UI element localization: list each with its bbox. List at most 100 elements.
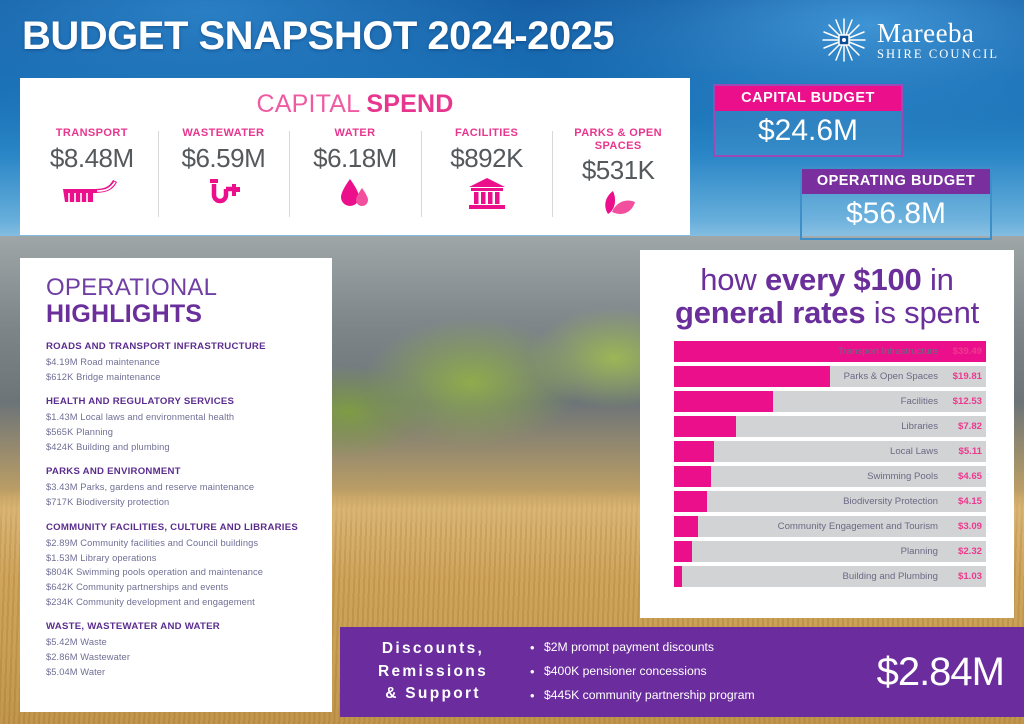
ops-group-heading: COMMUNITY FACILITIES, CULTURE AND LIBRAR… <box>46 521 299 533</box>
logo-name: Mareeba <box>877 17 975 48</box>
discounts-list-item: $445K community partnership program <box>528 683 877 708</box>
ops-group-item: $1.53M Library operations <box>46 552 157 563</box>
discounts-title-line: Remissions <box>377 662 488 680</box>
ops-group-item: $5.04M Water <box>46 666 106 677</box>
rates-title-line1: how every $100 in <box>654 262 1000 297</box>
pipe-icon <box>162 175 286 211</box>
bar-value: $19.81 <box>952 370 982 382</box>
council-logo: Mareeba SHIRE COUNCIL <box>820 16 999 64</box>
capital-spend-item-facilities: FACILITIES $892K <box>420 127 553 223</box>
rates-bar-chart: Transport Infrastructure $39.49 Parks & Op… <box>654 340 1000 587</box>
bar-value: $2.32 <box>957 545 982 557</box>
water-drops-icon <box>293 175 417 211</box>
rates-title-segment: every <box>764 262 854 297</box>
rates-title-segment: in <box>929 262 954 297</box>
capital-spend-card: CAPITAL SPEND TRANSPORT $8.48M <box>20 78 690 235</box>
spend-label: WASTEWATER <box>182 127 265 139</box>
capital-spend-title-bold: SPEND <box>366 90 454 118</box>
bar-row: Transport Infrastructure $39.49 <box>674 340 986 362</box>
ops-group-heading: WASTE, WASTEWATER AND WATER <box>46 621 220 633</box>
discounts-total: $2.84M <box>876 649 1005 694</box>
bar-fill <box>674 565 683 587</box>
discounts-banner: Discounts, Remissions & Support $2M prompt… <box>340 627 1024 717</box>
bar-fill <box>674 440 715 462</box>
bar-value: $39.49 <box>952 345 982 357</box>
spend-value: $8.48M <box>49 143 134 173</box>
bar-label: Swimming Pools <box>867 470 938 482</box>
discounts-list-item: $400K pensioner concessions <box>528 659 877 684</box>
discounts-list-item: $2M prompt payment discounts <box>528 635 877 660</box>
rates-title-segment: general rates <box>674 294 874 330</box>
ops-group-item: $424K Building and plumbing <box>46 441 170 452</box>
bar-row: Biodiversity Protection $4.15 <box>674 490 986 512</box>
capital-budget-chip: CAPITAL BUDGET $24.6M <box>713 84 903 157</box>
leaves-icon <box>556 187 680 223</box>
operational-highlights-panel: OPERATIONAL HIGHLIGHTS ROADS AND TRANSPO… <box>20 258 332 712</box>
ops-group-heading: ROADS AND TRANSPORT INFRASTRUCTURE <box>46 341 266 352</box>
ops-group: WASTE, WASTEWATER AND WATER $5.42M Waste $… <box>46 621 312 679</box>
rates-chart-title: how every $100 in general rates is spent <box>654 262 1000 330</box>
ops-groups: ROADS AND TRANSPORT INFRASTRUCTURE $4.19M… <box>46 341 312 679</box>
bar-label: Biodiversity Protection <box>843 495 938 507</box>
spend-value: $892K <box>450 143 523 173</box>
capital-budget-label: CAPITAL BUDGET <box>715 86 901 111</box>
capital-spend-title-thin: CAPITAL <box>256 90 367 118</box>
ops-group-item: $4.19M Road maintenance <box>46 357 160 367</box>
bar-label: Libraries <box>901 420 938 432</box>
capital-spend-title: CAPITAL SPEND <box>20 90 690 119</box>
ops-group-heading: PARKS AND ENVIRONMENT <box>46 466 181 478</box>
bar-label: Facilities <box>900 395 938 407</box>
discounts-title: Discounts, Remissions & Support <box>340 638 520 705</box>
discounts-title-line: Discounts, <box>381 640 485 658</box>
logo-subtitle: SHIRE COUNCIL <box>877 46 1000 61</box>
bar-value: $4.15 <box>957 495 982 507</box>
operating-budget-chip: OPERATING BUDGET $56.8M <box>800 167 992 240</box>
starburst-logo-icon <box>820 16 868 64</box>
spend-label: WATER <box>334 127 376 139</box>
bank-building-icon <box>425 175 549 211</box>
ops-group-item: $5.42M Waste <box>46 637 107 648</box>
bar-row: Planning $2.32 <box>674 540 986 562</box>
rates-chart-panel: how every $100 in general rates is spent… <box>640 250 1014 618</box>
capital-spend-item-transport: TRANSPORT $8.48M <box>26 127 158 223</box>
ops-title-line1: OPERATIONAL <box>46 274 218 301</box>
spend-value: $531K <box>581 155 655 186</box>
ops-group: COMMUNITY FACILITIES, CULTURE AND LIBRAR… <box>46 522 312 609</box>
bar-value: $5.11 <box>958 445 982 457</box>
operating-budget-value: $56.8M <box>802 194 990 238</box>
bar-fill <box>674 365 831 387</box>
ops-group-heading: HEALTH AND REGULATORY SERVICES <box>46 396 235 408</box>
page-title: BUDGET SNAPSHOT 2024-2025 <box>22 14 615 58</box>
spend-label: TRANSPORT <box>55 127 128 139</box>
bar-row: Facilities $12.53 <box>674 390 986 412</box>
bar-value: $4.65 <box>957 470 982 482</box>
ops-group-item: $612K Bridge maintenance <box>46 371 161 382</box>
bar-label: Local Laws <box>890 445 938 457</box>
capital-budget-value: $24.6M <box>715 111 901 155</box>
road-icon <box>30 175 154 211</box>
bar-fill <box>674 515 699 537</box>
bar-label: Building and Plumbing <box>842 570 938 582</box>
spend-label: PARKS & OPEN SPACES <box>574 127 663 152</box>
capital-spend-item-wastewater: WASTEWATER $6.59M <box>157 127 290 223</box>
bar-value: $3.09 <box>957 520 982 532</box>
bar-fill <box>674 465 711 487</box>
ops-group-item: $3.43M Parks, gardens and reserve mainte… <box>46 482 255 493</box>
ops-group: PARKS AND ENVIRONMENT $3.43M Parks, garde… <box>46 466 312 509</box>
ops-group-item: $1.43M Local laws and environmental heal… <box>46 412 235 423</box>
ops-title-line2: HIGHLIGHTS <box>46 300 203 328</box>
rates-title-line2: general rates is spent <box>654 294 1000 330</box>
bar-row: Local Laws $5.11 <box>674 440 986 462</box>
bar-row: Building and Plumbing $1.03 <box>674 565 986 587</box>
rates-title-segment: $100 <box>853 262 930 297</box>
capital-spend-items: TRANSPORT $8.48M WASTEWATER <box>20 127 690 223</box>
ops-group-item: $717K Biodiversity protection <box>46 497 170 508</box>
bar-fill <box>674 415 736 437</box>
ops-group-item: $2.86M Wastewater <box>46 651 131 662</box>
bar-label: Parks & Open Spaces <box>843 370 938 382</box>
discounts-list: $2M prompt payment discounts$400K pensio… <box>520 635 877 708</box>
capital-spend-item-water: WATER $6.18M <box>289 127 421 223</box>
bar-fill <box>674 390 773 412</box>
bar-row: Libraries $7.82 <box>674 415 986 437</box>
